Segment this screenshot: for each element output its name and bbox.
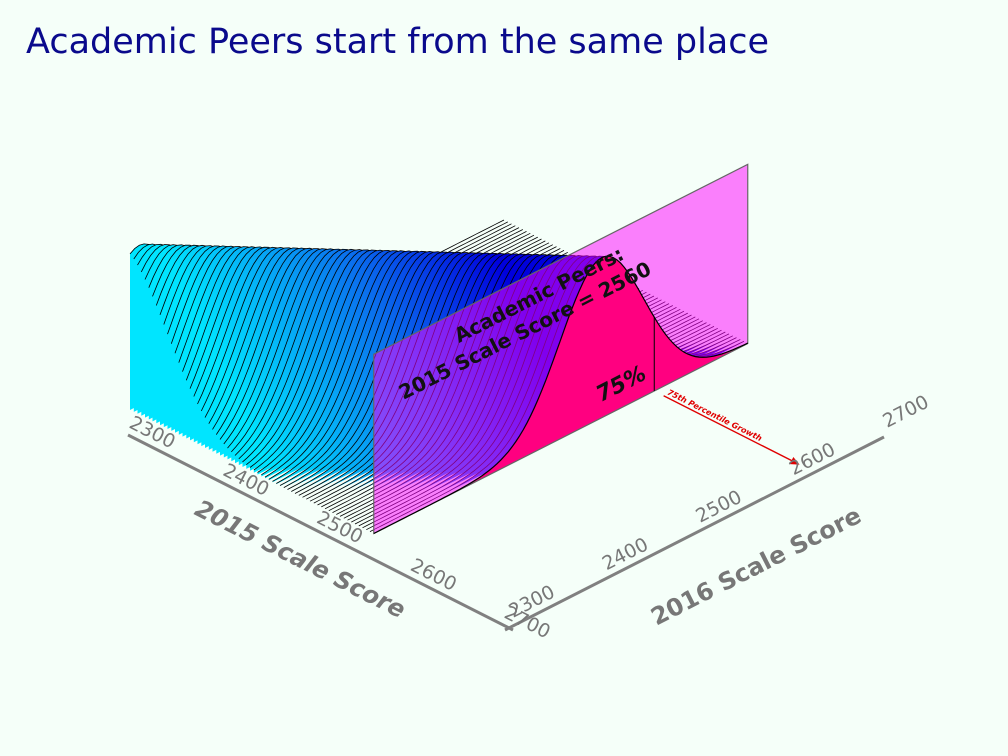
- y-axis-line: [504, 435, 885, 632]
- growth-arrow-label: 75th Percentile Growth: [666, 388, 764, 444]
- growth-arrow: [663, 395, 795, 463]
- y-tick-label: 2700: [879, 391, 932, 433]
- slide-title: Academic Peers start from the same place: [26, 22, 770, 62]
- growth-arrowhead: [789, 456, 800, 465]
- peer-plane-group: Academic Peers:2015 Scale Score = 256075…: [373, 163, 800, 535]
- slice-curve: [373, 255, 749, 535]
- x-axis-line: [127, 433, 514, 632]
- y-axis-label: 2016 Scale Score: [646, 501, 865, 631]
- peer-plane: [373, 163, 749, 535]
